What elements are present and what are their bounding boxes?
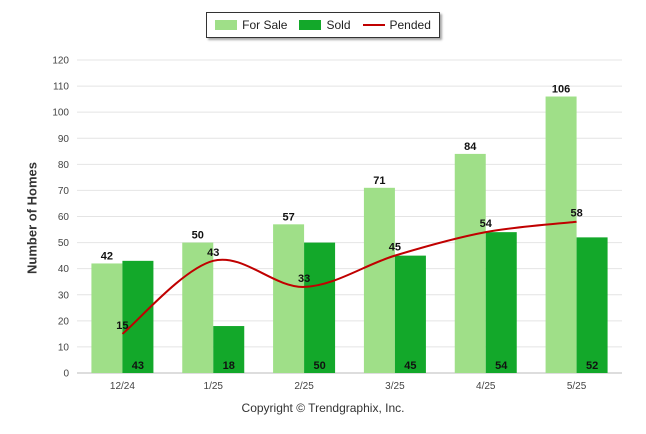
bar-sold — [122, 260, 154, 373]
x-tick-label: 2/25 — [294, 381, 314, 392]
y-axis-title: Number of Homes — [24, 162, 40, 274]
bar-sold — [576, 237, 608, 373]
y-tick-label: 70 — [58, 186, 70, 197]
bar-for-sale — [182, 242, 214, 373]
bar-for-sale — [363, 187, 395, 373]
legend-label-for-sale: For Sale — [242, 18, 288, 32]
bar-label-sold: 52 — [586, 360, 598, 372]
bar-sold — [485, 232, 517, 373]
pended-point-label: 45 — [389, 242, 401, 254]
bar-label-sold: 43 — [132, 360, 144, 372]
y-tick-label: 30 — [58, 290, 70, 301]
x-tick-label: 1/25 — [204, 381, 224, 392]
y-tick-label: 0 — [63, 369, 69, 380]
x-tick-label: 3/25 — [385, 381, 405, 392]
y-tick-label: 100 — [52, 108, 69, 119]
x-tick-label: 5/25 — [567, 381, 587, 392]
bar-sold — [213, 326, 245, 373]
x-tick-label: 12/24 — [110, 381, 135, 392]
legend-swatch-sold — [299, 20, 322, 30]
bar-label-sold: 50 — [313, 360, 325, 372]
legend-item-sold[interactable]: Sold — [299, 18, 351, 32]
pended-line — [121, 220, 577, 335]
y-tick-label: 120 — [52, 56, 69, 67]
pended-point-label: 54 — [480, 218, 493, 230]
y-tick-label: 110 — [53, 82, 69, 93]
pended-point-label: 58 — [570, 208, 582, 220]
bar-label-sold: 45 — [404, 360, 416, 372]
bar-label-for-sale: 57 — [282, 211, 294, 223]
bar-for-sale — [273, 224, 305, 373]
bar-label-for-sale: 84 — [464, 141, 477, 153]
legend-item-pended[interactable]: Pended — [362, 18, 431, 32]
bar-label-for-sale: 50 — [192, 230, 204, 242]
x-tick-label: 4/25 — [476, 381, 496, 392]
bar-sold — [394, 255, 426, 373]
bar-sold — [304, 242, 336, 373]
pended-point-label: 15 — [116, 320, 128, 332]
y-tick-label: 60 — [58, 212, 70, 223]
y-tick-label: 10 — [58, 342, 70, 353]
pended-point-label: 43 — [207, 247, 219, 259]
y-tick-label: 50 — [58, 238, 70, 249]
legend-swatch-for-sale — [215, 20, 238, 30]
legend-swatch-pended — [362, 24, 385, 26]
pended-point-label: 33 — [298, 273, 310, 285]
y-tick-label: 80 — [58, 160, 70, 171]
bar-for-sale — [91, 263, 123, 373]
y-tick-label: 40 — [58, 264, 70, 275]
bar-label-sold: 54 — [495, 360, 508, 372]
legend-label-pended: Pended — [389, 18, 431, 32]
bar-label-for-sale: 106 — [552, 84, 570, 96]
chart-legend: For Sale Sold Pended — [206, 12, 440, 38]
bar-for-sale — [454, 153, 486, 373]
bar-label-for-sale: 42 — [101, 250, 113, 262]
copyright-footer: Copyright © Trendgraphix, Inc. — [241, 401, 405, 415]
y-tick-label: 20 — [58, 316, 70, 327]
y-tick-label: 90 — [58, 134, 70, 145]
bar-for-sale — [545, 96, 577, 374]
bar-label-sold: 18 — [223, 360, 235, 372]
legend-label-sold: Sold — [326, 18, 351, 32]
legend-item-for-sale[interactable]: For Sale — [215, 18, 287, 32]
bar-label-for-sale: 71 — [373, 175, 385, 187]
